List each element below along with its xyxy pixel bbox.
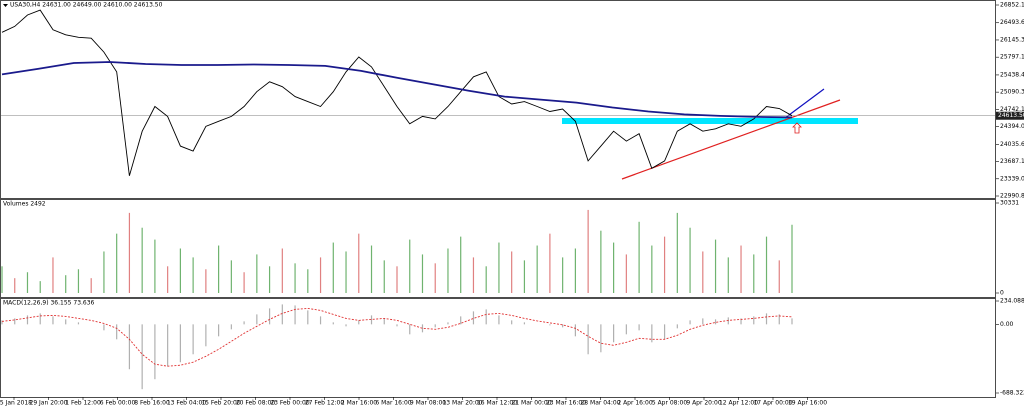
x-tick-label: 6 Mar 16:00 (375, 400, 411, 407)
x-tick-label: 5 Apr 08:00 (652, 400, 687, 407)
current-price-label: 24613.50 (998, 112, 1024, 119)
x-tick-label: 28 Mar 04:00 (580, 400, 620, 407)
x-tick-label: 6 Feb 00:00 (100, 400, 136, 407)
x-tick-label: 29 Jan 20:00 (30, 400, 68, 407)
x-tick-label: 20 Feb 08:00 (236, 400, 276, 407)
projection-line (784, 88, 825, 119)
x-tick-label: 13 Feb 04:00 (167, 400, 207, 407)
moving-average (1, 61, 793, 119)
y-tick-label: 25438.45 (1000, 71, 1024, 78)
y-tick-label: 30331 (1000, 200, 1019, 207)
macd-pane (0, 298, 996, 398)
y-tick-label: 25797.15 (1000, 54, 1024, 61)
price-line (1, 9, 793, 176)
volume-title: Volumes 2492 (3, 201, 46, 208)
signal-line (1, 307, 793, 367)
y-tick-label: 22990.85 (1000, 193, 1024, 200)
y-tick-label: -688.322 (1000, 390, 1024, 397)
x-tick-label: 9 Mar 08:00 (410, 400, 446, 407)
x-tick-label: 17 Apr 00:00 (753, 400, 792, 407)
y-tick-label: 0 (1000, 290, 1004, 297)
dropdown-icon[interactable] (3, 4, 8, 7)
y-tick-label: 23687.15 (1000, 158, 1024, 165)
x-tick-label: 15 Feb 20:00 (201, 400, 241, 407)
x-tick-label: 12 Apr 12:00 (719, 400, 758, 407)
support-zone (562, 118, 858, 124)
x-tick-label: 16 Mar 12:00 (477, 400, 517, 407)
price-title: USA30,H4 24631.00 24649.00 24610.00 2461… (10, 2, 163, 9)
current-price-box (996, 111, 1024, 120)
y-tick-label: 25090.30 (1000, 89, 1024, 96)
y-tick-label: 26852.15 (1000, 2, 1024, 9)
x-tick-label: 23 Mar 16:00 (546, 400, 586, 407)
x-tick-label: 13 Mar 20:00 (442, 400, 482, 407)
y-tick-label: 24394.00 (1000, 123, 1024, 130)
x-tick-label: 19 Apr 16:00 (788, 400, 827, 407)
x-tick-label: 2 Apr 16:00 (617, 400, 652, 407)
x-tick-label: 25 Jan 2018 (0, 400, 32, 407)
y-tick-label: 26493.65 (1000, 19, 1024, 26)
up-arrow (792, 122, 802, 134)
x-tick-label: 1 Feb 12:00 (65, 400, 101, 407)
x-tick-label: 23 Feb 00:00 (270, 400, 310, 407)
y-tick-label: 26145.30 (1000, 36, 1024, 43)
x-tick-label: 27 Feb 12:00 (305, 400, 345, 407)
y-tick-label: 0.00 (1000, 321, 1014, 328)
volume-pane (0, 199, 996, 298)
x-tick-label: 9 Apr 20:00 (686, 400, 721, 407)
macd-title: MACD(12,26,9) 36.155 73.636 (3, 300, 95, 307)
y-tick-label: 23339.00 (1000, 175, 1024, 182)
trend-line (621, 99, 841, 180)
y-tick-label: 24742.15 (1000, 106, 1024, 113)
y-tick-label: 24035.60 (1000, 141, 1024, 148)
x-tick-label: 2 Mar 16:00 (341, 400, 377, 407)
x-tick-label: 8 Feb 16:00 (134, 400, 170, 407)
y-tick-label: 234.088 (1000, 298, 1024, 305)
price-pane (0, 0, 996, 199)
x-tick-label: 21 Mar 00:00 (511, 400, 551, 407)
